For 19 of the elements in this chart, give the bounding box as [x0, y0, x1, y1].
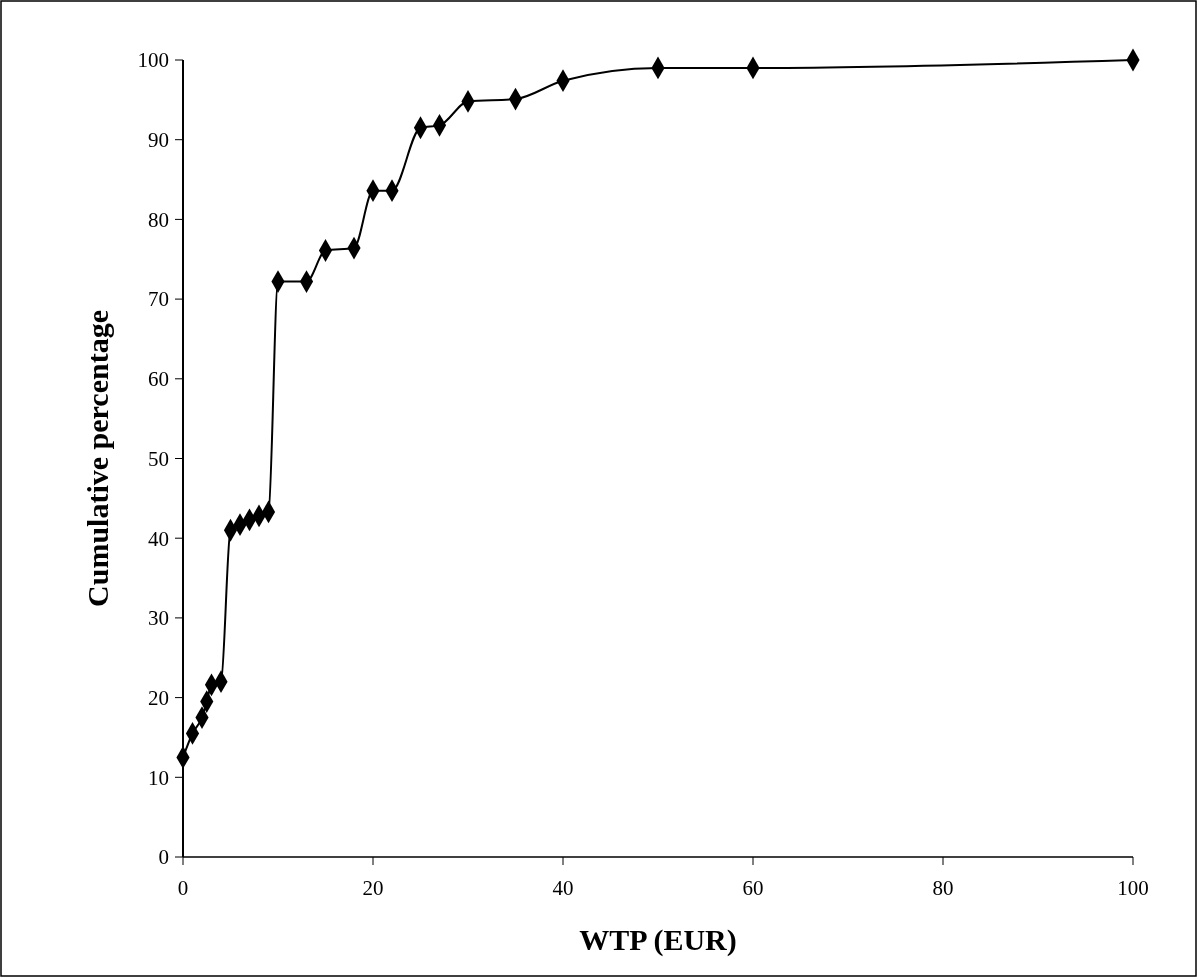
- y-tick-label: 100: [137, 48, 169, 73]
- y-tick-label: 90: [148, 128, 169, 153]
- y-tick-label: 20: [148, 685, 169, 710]
- x-tick-label: 60: [742, 876, 764, 900]
- x-tick-label: 0: [177, 876, 189, 900]
- y-tick-label: 40: [148, 526, 169, 551]
- x-axis-title: WTP (EUR): [579, 923, 737, 957]
- y-tick-label: 60: [148, 367, 169, 392]
- x-tick-label: 100: [1117, 876, 1149, 900]
- y-tick-label: 10: [148, 765, 169, 790]
- y-tick-label: 30: [148, 606, 169, 631]
- x-tick-label: 80: [932, 876, 954, 900]
- y-tick-label: 80: [148, 207, 169, 232]
- y-tick-label: 50: [148, 446, 169, 471]
- y-tick-label: 70: [148, 287, 169, 312]
- y-axis-title: Cumulative percentage: [81, 310, 114, 607]
- x-tick-label: 40: [552, 876, 574, 900]
- y-tick-label: 0: [158, 845, 169, 870]
- x-tick-label: 20: [362, 876, 384, 900]
